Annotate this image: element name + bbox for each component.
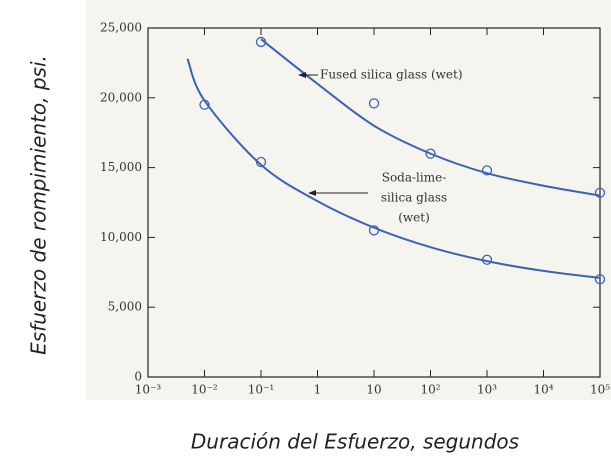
x-tick-label: 10⁻² <box>191 383 218 397</box>
annotation: silica glass <box>381 191 447 205</box>
y-tick-label: 20,000 <box>100 90 142 104</box>
fit-curve <box>260 38 601 197</box>
data-point <box>368 98 380 109</box>
x-tick-label: 10⁵ <box>590 383 610 397</box>
x-tick-label: 10³ <box>477 383 497 397</box>
data-point <box>594 187 606 198</box>
annotation: (wet) <box>398 211 430 225</box>
fit-curve <box>186 58 601 279</box>
y-tick-label: 15,000 <box>100 160 142 174</box>
data-point <box>594 274 606 285</box>
y-tick-label: 5,000 <box>108 300 142 314</box>
data-point <box>425 148 436 159</box>
x-tick-label: 10⁻³ <box>135 383 162 397</box>
x-tick-label: 10⁻¹ <box>248 383 274 397</box>
x-tick-label: 10² <box>420 383 440 397</box>
annotation: Soda-lime- <box>382 171 447 185</box>
y-tick-label: 10,000 <box>100 230 142 244</box>
annotation-arrowhead <box>298 72 306 78</box>
y-tick-label: 25,000 <box>100 21 142 35</box>
x-tick-label: 1 <box>314 383 322 397</box>
data-point <box>481 165 493 176</box>
x-axis-title: Duración del Esfuerzo, segundos <box>191 430 519 454</box>
annotation: Fused silica glass (wet) <box>320 68 463 82</box>
x-tick-label: 10 <box>366 383 381 397</box>
x-tick-label: 10⁴ <box>533 383 553 397</box>
y-axis-title: Esfuerzo de rompimiento, psi. <box>27 55 51 355</box>
y-tick-label: 0 <box>134 370 142 384</box>
scan-background <box>86 0 611 400</box>
annotation-arrowhead <box>308 190 316 196</box>
